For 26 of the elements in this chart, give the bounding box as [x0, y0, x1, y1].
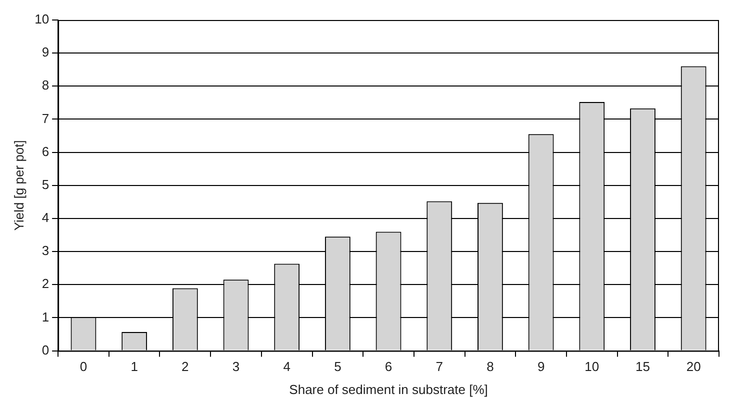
y-tick-label: 6 [42, 144, 50, 159]
x-tick-label: 1 [130, 359, 138, 374]
y-tick-label: 2 [42, 276, 50, 292]
x-tick-label: 6 [384, 359, 392, 374]
x-tick-label: 15 [636, 359, 650, 374]
y-tick-label: 5 [42, 176, 50, 192]
y-tick-label: 3 [42, 243, 50, 258]
y-tick-label: 0 [42, 342, 50, 358]
x-tick-label: 9 [537, 359, 545, 374]
x-tick-label: 20 [686, 359, 701, 374]
x-tick-label: 4 [283, 359, 290, 374]
x-tick-label: 10 [584, 359, 600, 374]
x-axis-title: Share of sediment in substrate [%] [289, 382, 488, 397]
x-tick-label: 5 [334, 359, 342, 374]
y-tick-label: 1 [42, 309, 50, 324]
y-tick-label: 10 [34, 12, 50, 27]
x-tick-label: 2 [182, 359, 189, 374]
y-tick-label: 9 [42, 44, 50, 60]
y-tick-label: 8 [42, 78, 50, 93]
x-tick-label: 3 [232, 359, 240, 374]
y-axis-title: Yield [g per pot] [11, 140, 26, 231]
x-tick-label: 7 [436, 359, 443, 374]
y-tick-label: 4 [42, 210, 50, 226]
y-tick-label: 7 [42, 110, 50, 126]
x-tick-label: 0 [80, 359, 88, 374]
x-tick-label: 8 [486, 359, 494, 374]
